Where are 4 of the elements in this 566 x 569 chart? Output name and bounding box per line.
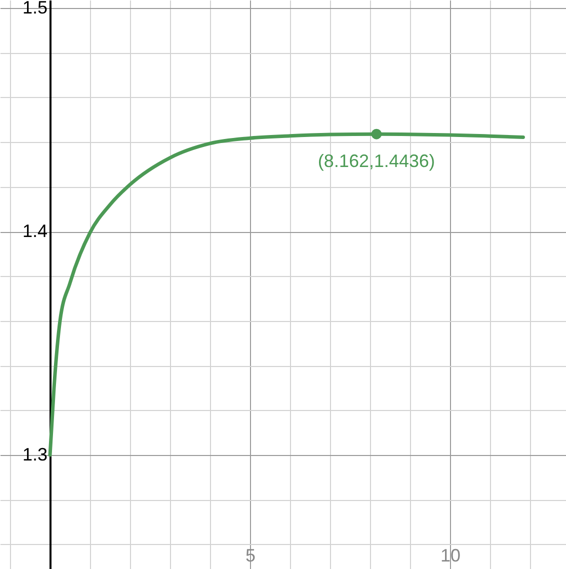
y-tick-label: 1.5 xyxy=(22,0,48,18)
y-tick-label: 1.3 xyxy=(22,444,48,465)
annotation: (8.162,1.4436) xyxy=(318,151,436,172)
y-tick-label: 1.4 xyxy=(22,221,48,242)
